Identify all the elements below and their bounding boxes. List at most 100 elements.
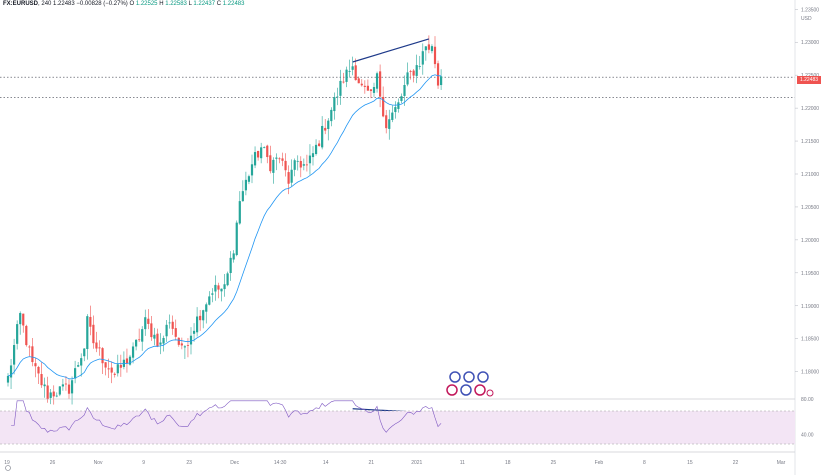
candle-body — [183, 346, 186, 348]
candle-body — [412, 70, 415, 76]
candle-body — [366, 85, 369, 91]
price-tick-label: 1.20000 — [801, 238, 819, 244]
last-price: 1.22483 — [53, 1, 75, 7]
candle-body — [278, 158, 281, 160]
candle-body — [25, 325, 28, 346]
candle-body — [174, 328, 177, 337]
trendlines — [352, 38, 436, 414]
candle-body — [135, 339, 138, 347]
interval[interactable]: 240 — [41, 1, 52, 7]
candle-body — [211, 293, 214, 295]
gear-icon[interactable] — [5, 465, 11, 471]
candle-body — [339, 80, 342, 96]
candle-body — [253, 152, 257, 166]
candle-body — [180, 343, 183, 346]
candle-body — [192, 330, 196, 334]
candle-body — [74, 368, 77, 379]
time-tick-label: 22 — [733, 460, 739, 466]
candle-body — [6, 375, 10, 383]
candle-body — [430, 46, 434, 52]
moving-average-line — [7, 74, 442, 380]
candle-body — [351, 66, 354, 70]
candle-body — [147, 318, 150, 324]
candle-body — [80, 358, 83, 366]
candle-body — [263, 147, 266, 149]
candle-body — [372, 87, 376, 93]
candle-body — [64, 383, 68, 385]
candle-body — [336, 96, 339, 98]
close-value: 1.22483 — [222, 1, 245, 7]
candle-body — [119, 364, 122, 368]
candle-body — [385, 115, 388, 129]
trendline[interactable] — [352, 38, 430, 63]
candle-body — [293, 160, 296, 170]
candle-body — [345, 69, 348, 82]
candle-body — [223, 284, 226, 290]
candle-body — [104, 362, 107, 368]
candle-body — [260, 147, 263, 159]
candle-body — [357, 78, 360, 84]
candle-body — [116, 364, 119, 374]
candle-body — [28, 346, 31, 348]
candle-body — [131, 346, 135, 358]
candle-body — [205, 304, 208, 312]
time-tick-label: 14 — [323, 460, 329, 466]
rsi-axis: 80.00 40.00 — [801, 397, 814, 438]
candle-body — [52, 391, 55, 397]
candle-body — [269, 155, 272, 172]
high-label: H — [159, 1, 164, 7]
rsi-tick-label: 40.00 — [801, 432, 814, 438]
change: −0.00828 (−0.27%) — [76, 1, 128, 7]
candle-body — [22, 313, 25, 326]
candle-body — [314, 144, 318, 155]
candle-body — [89, 316, 92, 327]
open-label: O — [129, 1, 135, 7]
time-tick-label: 15 — [687, 460, 693, 466]
candle-body — [125, 358, 129, 364]
low-value: 1.22437 — [193, 1, 216, 7]
candle-body — [226, 273, 229, 286]
candle-body — [409, 71, 412, 72]
candle-body — [397, 102, 400, 109]
time-tick-label: 9 — [142, 460, 145, 466]
candle-body — [86, 316, 89, 350]
candle-body — [220, 288, 223, 292]
candle-body — [333, 97, 336, 112]
candle-body — [433, 46, 437, 65]
candle-body — [394, 107, 397, 113]
candle-body — [229, 257, 232, 274]
candle-body — [49, 392, 52, 398]
candle-body — [299, 160, 302, 168]
candle-body — [214, 284, 217, 292]
candle-body — [342, 81, 345, 83]
candle-body — [171, 321, 174, 329]
candle-body — [150, 323, 153, 338]
time-tick-label: 8 — [643, 460, 646, 466]
candle-body — [16, 324, 19, 344]
candle-body — [296, 160, 299, 162]
candle-body — [308, 155, 312, 164]
candle-body — [360, 83, 363, 86]
candle-body — [196, 316, 199, 333]
candle-body — [391, 112, 394, 120]
candle-body — [244, 179, 247, 191]
candle-body — [217, 285, 220, 290]
candle-body — [61, 384, 64, 387]
candle-body — [436, 63, 440, 86]
candle-body — [235, 222, 238, 256]
high-value: 1.22583 — [165, 1, 187, 7]
candle-body — [305, 164, 308, 166]
time-tick-label: 2021 — [411, 460, 422, 466]
open-value: 1.22525 — [135, 1, 158, 7]
candle-body — [406, 72, 409, 85]
candle-body — [238, 201, 241, 224]
symbol[interactable]: FX:EURUSD — [3, 1, 39, 7]
candle-body — [272, 159, 275, 173]
candle-body — [77, 365, 80, 367]
candle-body — [92, 324, 95, 344]
candle-body — [266, 145, 269, 158]
candle-body — [199, 315, 202, 321]
candle-body — [388, 119, 391, 129]
candle-body — [98, 347, 101, 349]
